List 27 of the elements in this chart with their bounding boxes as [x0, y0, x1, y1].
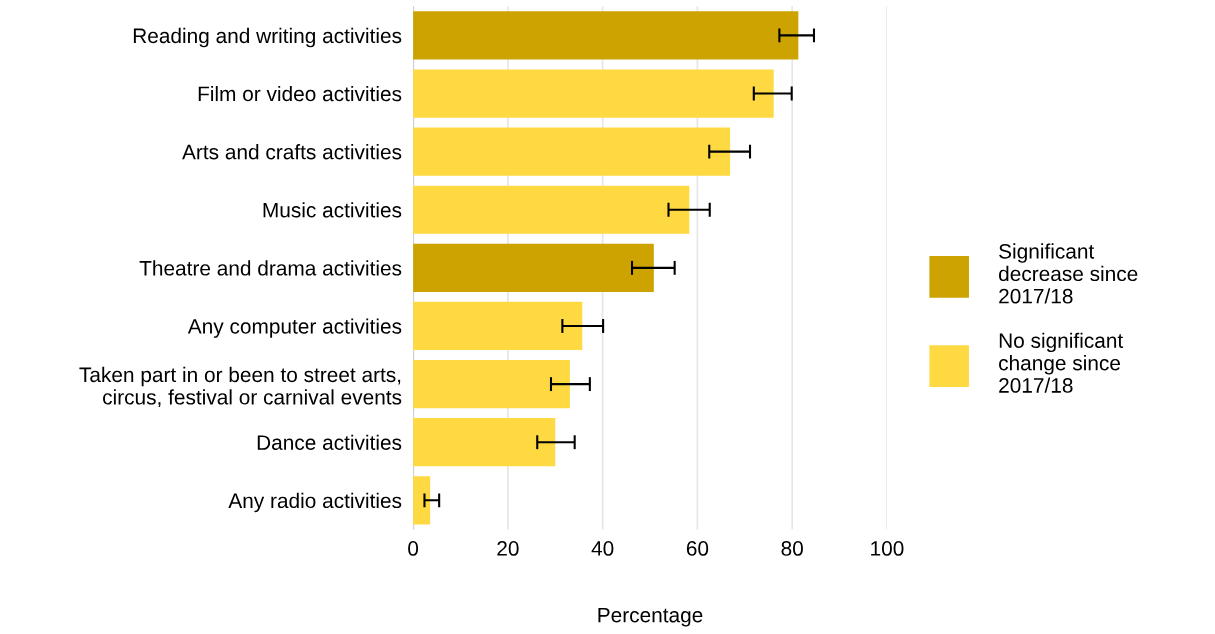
x-tick-label: 20: [497, 541, 519, 556]
bar: [413, 418, 556, 467]
x-tick-label: 40: [591, 541, 614, 556]
y-tick-label: Music activities: [263, 202, 402, 218]
x-tick-label: 0: [408, 541, 419, 556]
y-tick-label: Any radio activities: [228, 492, 402, 513]
bar: [413, 69, 774, 118]
y-tick-label: Film or video activities: [198, 85, 402, 102]
legend-label: Significant decrease since 2017/18: [999, 243, 1138, 304]
bar: [413, 301, 583, 351]
x-tick-label: 60: [686, 541, 709, 556]
y-tick-label: Arts and crafts activities: [182, 144, 402, 160]
bar: [413, 127, 731, 176]
bar: [413, 185, 690, 234]
bar: [413, 11, 799, 60]
y-tick-label: Theatre and drama activities: [139, 260, 402, 276]
y-tick-label: Taken part in or been to street arts, circus, festival or carnival events: [79, 366, 402, 408]
bar: [413, 476, 431, 525]
y-tick-label: Dance activities: [257, 434, 402, 450]
bar: [413, 243, 654, 292]
x-tick-label: 80: [781, 541, 803, 556]
x-tick-label: 100: [871, 541, 904, 556]
bar: [413, 359, 570, 409]
x-axis-title: Percentage: [598, 607, 703, 627]
y-tick-label: Any computer activities: [187, 318, 402, 338]
legend-label: No significant change since 2017/18: [999, 332, 1124, 393]
y-tick-label: Reading and writing activities: [133, 27, 402, 48]
